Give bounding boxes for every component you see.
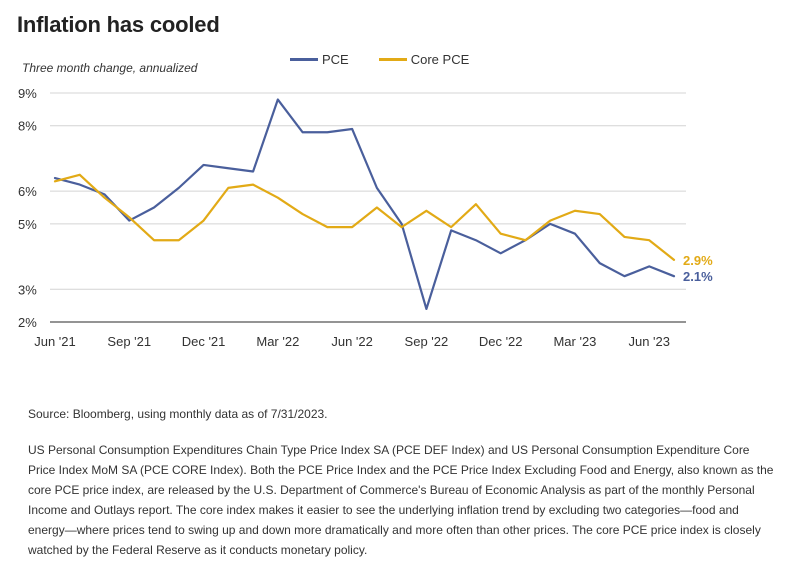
end-label-core-pce: 2.9% (683, 253, 713, 268)
line-chart: 9% 8% 6% 5% 3% 2% Jun '21 Sep '21 Dec '21 Mar '22… (18, 86, 713, 349)
legend-label-pce: PCE (322, 52, 349, 67)
end-label-pce: 2.1% (683, 269, 713, 284)
y-tick-label: 2% (18, 315, 37, 330)
chart-subtitle: Three month change, annualized (22, 61, 198, 75)
x-tick-label: Mar '23 (553, 334, 596, 349)
legend-item-pce: PCE (290, 52, 349, 67)
series-line-core-pce (53, 173, 676, 261)
x-tick-label: Jun '22 (331, 334, 373, 349)
legend-swatch-core-pce (378, 58, 407, 61)
x-tick-label: Sep '21 (107, 334, 151, 349)
x-tick-label: Jun '21 (34, 334, 76, 349)
x-tick-label: Dec '21 (182, 334, 226, 349)
legend-label-core-pce: Core PCE (410, 52, 470, 67)
x-tick-label: Jun '23 (628, 334, 670, 349)
methodology-note: US Personal Consumption Expenditures Cha… (28, 443, 774, 557)
legend-item-core-pce: Core PCE (378, 52, 470, 67)
legend: PCE Core PCE (290, 52, 469, 67)
x-tick-label: Sep '22 (405, 334, 449, 349)
source-note: Source: Bloomberg, using monthly data as… (28, 407, 328, 421)
y-tick-label: 8% (18, 119, 37, 134)
legend-swatch-pce (290, 58, 318, 61)
y-tick-label: 6% (18, 184, 37, 199)
y-tick-label: 5% (18, 217, 37, 232)
chart-title: Inflation has cooled (17, 12, 220, 37)
y-tick-label: 9% (18, 86, 37, 101)
y-tick-label: 3% (18, 282, 37, 297)
x-tick-label: Dec '22 (479, 334, 523, 349)
series-line-pce (53, 98, 676, 311)
x-tick-label: Mar '22 (256, 334, 299, 349)
